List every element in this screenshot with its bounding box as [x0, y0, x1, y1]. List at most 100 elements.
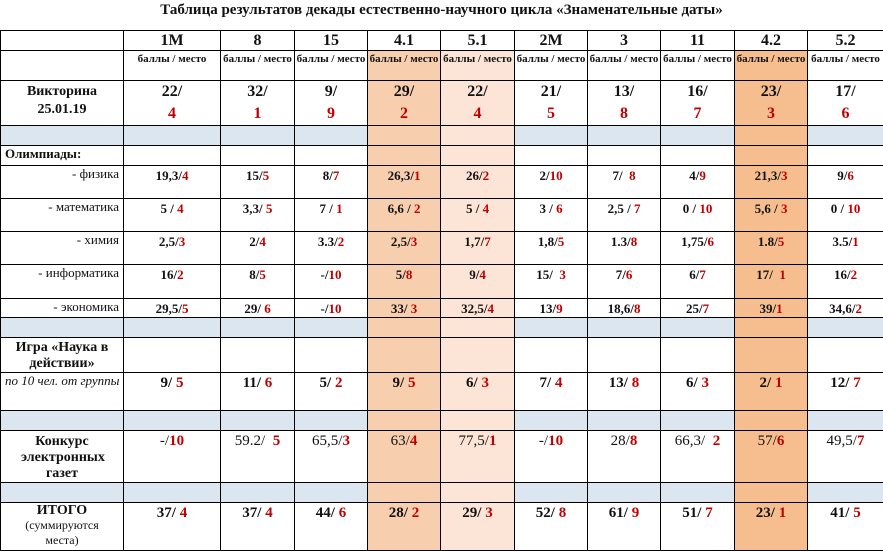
empty-cell	[221, 146, 295, 166]
place: 1	[775, 375, 783, 391]
empty-cell	[661, 483, 735, 503]
score: 6/	[686, 375, 701, 391]
place: 2	[414, 201, 421, 216]
value-cell: 26,3/1	[368, 166, 441, 199]
value-cell: 5/ 2	[295, 373, 368, 411]
empty-cell	[515, 126, 588, 146]
value-cell: 2,5/3	[368, 232, 441, 265]
place: 2	[368, 103, 440, 125]
value-cell: 5 / 4	[441, 199, 515, 232]
place: 8	[631, 234, 638, 249]
empty-cell	[661, 126, 735, 146]
place: 1	[414, 168, 421, 183]
score: 8/	[323, 168, 333, 183]
value-cell: 37/ 4	[221, 503, 295, 551]
separator-row	[1, 483, 883, 503]
value-cell: 52/ 8	[515, 503, 588, 551]
value-cell: 13/9	[515, 299, 588, 318]
place: 2	[713, 433, 721, 449]
score: 22/	[441, 81, 514, 103]
place: 2	[412, 505, 420, 521]
value-cell: 29,5/5	[124, 299, 221, 318]
place: 6	[707, 234, 714, 249]
score: -/	[539, 433, 548, 449]
subheader-cell: баллы / место	[808, 51, 883, 81]
value-cell: 34,6/2	[808, 299, 883, 318]
place: 2	[177, 267, 184, 282]
score: 16/	[160, 267, 177, 282]
value-cell: 9/ 5	[124, 373, 221, 411]
value-cell: 77,5/1	[441, 431, 515, 483]
value-cell: 9/9	[295, 81, 368, 126]
empty-cell	[221, 126, 295, 146]
score: 1.3/	[611, 234, 631, 249]
empty-cell	[295, 126, 368, 146]
score: 49,5/	[827, 433, 857, 449]
score: 9/	[837, 168, 847, 183]
score: 16/	[834, 267, 851, 282]
empty-cell	[124, 411, 221, 431]
place: 8	[559, 505, 567, 521]
score: 61/	[609, 505, 632, 521]
empty-cell	[588, 411, 661, 431]
score: -/	[160, 433, 169, 449]
empty-cell	[515, 483, 588, 503]
score: 26,3/	[388, 168, 414, 183]
place: 8	[629, 168, 636, 183]
place: 7	[333, 168, 340, 183]
empty-cell	[515, 318, 588, 338]
value-cell: 1,7/7	[441, 232, 515, 265]
value-cell: 25/7	[661, 299, 735, 318]
place: 5	[266, 201, 273, 216]
place: 2	[855, 301, 862, 316]
score: 3.3/	[318, 234, 338, 249]
place: 1	[221, 103, 294, 125]
empty-cell	[295, 411, 368, 431]
score: 15/	[246, 168, 263, 183]
column-header: 2М	[515, 31, 588, 51]
score: 29/	[368, 81, 440, 103]
score: 13/	[588, 81, 660, 103]
score: 5/	[320, 375, 335, 391]
place: 4	[555, 375, 563, 391]
page-title: Таблица результатов декады естественно-н…	[0, 0, 883, 20]
value-cell: 3.5/1	[808, 232, 883, 265]
place: 6	[339, 505, 347, 521]
score: 2/	[539, 168, 549, 183]
place: 3	[485, 505, 493, 521]
total-note: (суммируются места)	[1, 518, 123, 548]
place: 4	[180, 505, 188, 521]
value-cell: 17/ 1	[735, 265, 808, 299]
total-label: ИТОГО(суммируются места)	[1, 503, 124, 551]
subheader-cell: баллы / место	[124, 51, 221, 81]
empty-cell	[808, 411, 883, 431]
empty-cell	[368, 126, 441, 146]
place: 4	[124, 103, 220, 125]
value-cell: 7/ 8	[588, 166, 661, 199]
place: 5	[259, 267, 266, 282]
value-cell: 65,5/3	[295, 431, 368, 483]
value-cell: 7/6	[588, 265, 661, 299]
place: 8	[588, 103, 660, 125]
row-label: Игра «Наука в действии»	[1, 338, 124, 373]
place: 7	[705, 505, 713, 521]
score: 57/	[758, 433, 777, 449]
total-title: ИТОГО	[1, 503, 123, 518]
value-cell: 66,3/ 2	[661, 431, 735, 483]
empty-cell	[515, 146, 588, 166]
place: 6	[777, 433, 785, 449]
empty-cell	[661, 338, 735, 373]
separator-row	[1, 411, 883, 431]
value-cell: 4/9	[661, 166, 735, 199]
score: 37/	[242, 505, 265, 521]
place: 5	[778, 234, 785, 249]
value-cell: 12/ 7	[808, 373, 883, 411]
corner-cell	[1, 31, 124, 51]
value-cell: 6/ 3	[661, 373, 735, 411]
place: 4	[479, 267, 486, 282]
score: 6/	[689, 267, 699, 282]
